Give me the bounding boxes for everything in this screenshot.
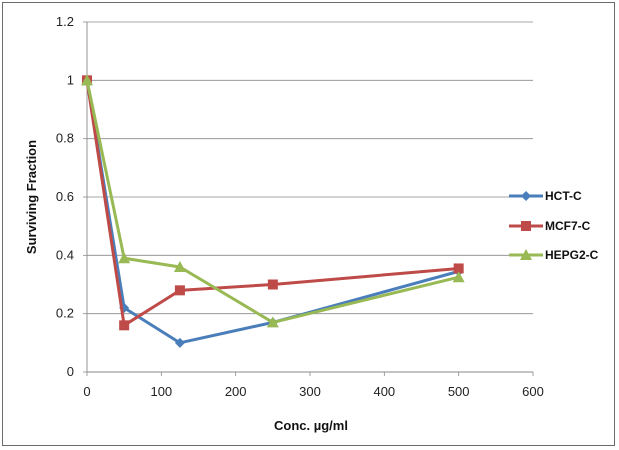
legend-marker-hct-c bbox=[521, 191, 531, 201]
x-tick-label: 500 bbox=[448, 384, 470, 399]
data-series bbox=[81, 74, 465, 348]
y-tick-label: 0.4 bbox=[56, 247, 74, 262]
legend-item-hct-c: HCT-C bbox=[509, 189, 582, 203]
series-hct-c bbox=[82, 75, 464, 348]
y-tick-label: 1.2 bbox=[56, 14, 74, 29]
legend: HCT-C MCF7-C HEPG2-C bbox=[509, 189, 599, 262]
legend-label-hepg2-c: HEPG2-C bbox=[545, 248, 599, 262]
legend-item-hepg2-c: HEPG2-C bbox=[509, 248, 599, 262]
data-point-mcf7-c bbox=[174, 285, 185, 296]
y-axis-title: Surviving Fraction bbox=[24, 140, 39, 254]
tick-labels: 0 0.2 0.4 0.6 0.8 1 1.2 0 100 200 300 400 500 600 bbox=[56, 14, 544, 399]
y-tick-label: 0 bbox=[67, 364, 74, 379]
data-point-hepg2-c bbox=[173, 261, 186, 272]
data-point-mcf7-c bbox=[453, 263, 464, 274]
data-point-hepg2-c bbox=[118, 252, 131, 264]
data-point-mcf7-c bbox=[267, 279, 278, 290]
legend-label-hct-c: HCT-C bbox=[545, 189, 582, 203]
x-tick-label: 100 bbox=[150, 384, 172, 399]
legend-marker-hepg2-c bbox=[520, 249, 532, 260]
x-tick-label: 0 bbox=[83, 384, 90, 399]
data-point-hepg2-c bbox=[81, 74, 93, 86]
x-tick-label: 300 bbox=[299, 384, 321, 399]
series-hepg2-c bbox=[81, 74, 465, 328]
series-mcf7-c bbox=[82, 75, 464, 331]
data-point-mcf7-c bbox=[119, 320, 130, 331]
data-point-hepg2-c bbox=[452, 271, 465, 283]
legend-item-mcf7-c: MCF7-C bbox=[509, 219, 591, 233]
legend-marker-mcf7-c bbox=[521, 221, 531, 231]
legend-label-mcf7-c: MCF7-C bbox=[545, 219, 591, 233]
data-point-hct-c bbox=[174, 337, 185, 348]
grid-lines bbox=[87, 21, 533, 315]
y-tick-label: 1 bbox=[67, 72, 74, 87]
data-point-hepg2-c bbox=[266, 316, 279, 328]
y-tick-label: 0.8 bbox=[56, 131, 74, 146]
series-line-hct-c bbox=[85, 80, 460, 345]
x-tick-label: 600 bbox=[522, 384, 544, 399]
x-tick-label: 400 bbox=[373, 384, 395, 399]
y-tick-label: 0.2 bbox=[56, 306, 74, 321]
y-tick-label: 0.6 bbox=[56, 189, 74, 204]
x-tick-label: 200 bbox=[225, 384, 247, 399]
x-axis-title: Conc. µg/ml bbox=[274, 418, 348, 433]
